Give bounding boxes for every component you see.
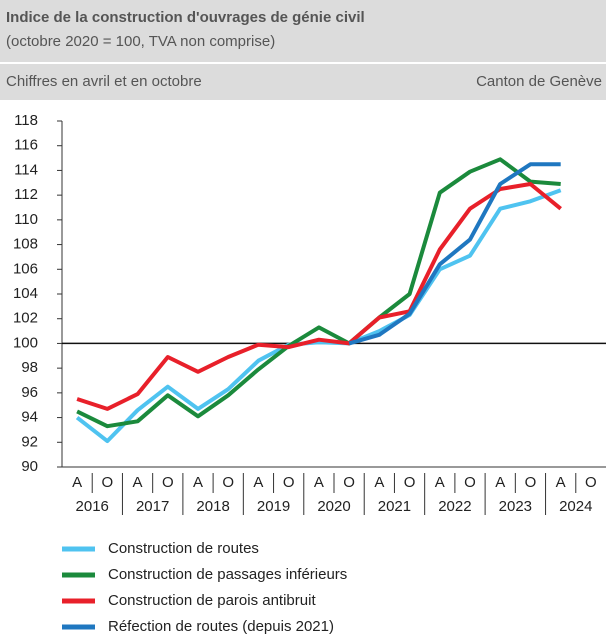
y-tick-label: 92 (21, 433, 38, 450)
y-tick-label: 102 (13, 310, 38, 327)
legend-label: Construction de parois antibruit (108, 592, 316, 609)
x-tick-label: O (343, 474, 355, 491)
x-tick-label: A (72, 474, 82, 491)
x-group-label: 2024 (559, 498, 592, 515)
y-tick-label: 94 (21, 409, 38, 426)
y-tick-label: 116 (14, 137, 38, 154)
y-tick-label: 90 (21, 458, 38, 475)
x-tick-label: A (556, 474, 566, 491)
legend-label: Construction de routes (108, 540, 259, 557)
x-group-label: 2017 (136, 498, 169, 515)
y-tick-label: 114 (14, 161, 38, 178)
x-group-label: 2022 (438, 498, 471, 515)
x-tick-label: O (525, 474, 537, 491)
x-tick-label: A (374, 474, 384, 491)
y-tick-label: 98 (21, 359, 38, 376)
chart-title: Indice de la construction d'ouvrages de … (6, 9, 365, 26)
y-tick-label: 108 (13, 236, 38, 253)
y-tick-label: 104 (13, 285, 38, 302)
x-group-label: 2020 (317, 498, 350, 515)
series-line (75, 188, 562, 444)
y-tick-label: 100 (13, 334, 38, 351)
x-group-label: 2023 (499, 498, 532, 515)
x-tick-label: O (404, 474, 416, 491)
source: Canton de Genève (476, 73, 602, 90)
x-group-label: 2021 (378, 498, 411, 515)
x-tick-label: A (435, 474, 445, 491)
x-tick-label: A (253, 474, 263, 491)
header (0, 0, 606, 62)
chart-subtitle: (octobre 2020 = 100, TVA non comprise) (6, 33, 275, 50)
x-tick-label: A (495, 474, 505, 491)
note: Chiffres en avril et en octobre (6, 73, 202, 90)
x-group-label: 2016 (76, 498, 109, 515)
x-tick-label: O (464, 474, 476, 491)
y-tick-label: 96 (21, 384, 38, 401)
legend-label: Construction de passages inférieurs (108, 566, 347, 583)
y-tick-label: 106 (13, 260, 38, 277)
series-line (76, 157, 561, 429)
subheader (0, 64, 606, 100)
x-tick-label: A (193, 474, 203, 491)
x-group-label: 2018 (196, 498, 229, 515)
x-group-label: 2019 (257, 498, 290, 515)
series-line (348, 162, 561, 346)
x-tick-label: A (314, 474, 324, 491)
y-tick-label: 110 (14, 211, 38, 228)
x-tick-label: O (585, 474, 597, 491)
y-tick-label: 118 (14, 112, 38, 129)
x-tick-label: O (162, 474, 174, 491)
x-tick-label: O (222, 474, 234, 491)
legend-label: Réfection de routes (depuis 2021) (108, 618, 334, 634)
y-tick-label: 112 (14, 186, 38, 203)
x-tick-label: O (283, 474, 295, 491)
x-tick-label: O (101, 474, 113, 491)
x-tick-label: A (133, 474, 143, 491)
series-line (76, 182, 562, 411)
